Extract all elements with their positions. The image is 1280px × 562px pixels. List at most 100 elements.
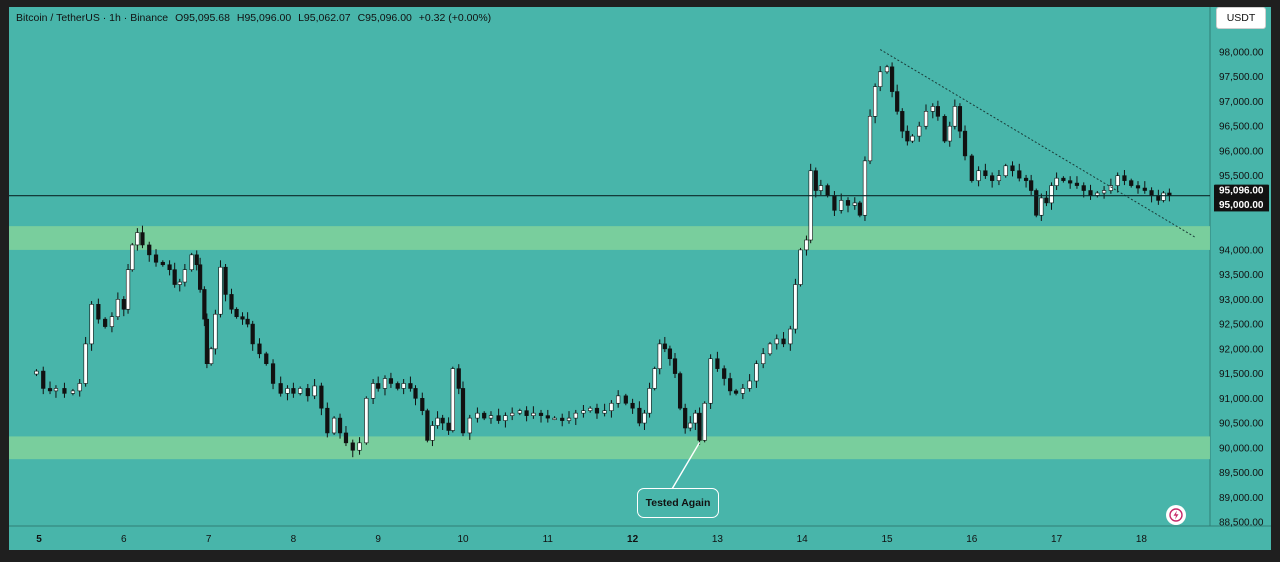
candle-body (1108, 185, 1113, 191)
candle-body (202, 289, 207, 320)
candle-body (312, 385, 317, 397)
candle-body (923, 111, 929, 127)
candle-body (382, 378, 388, 389)
candle-body (852, 202, 857, 206)
candle-body (34, 370, 39, 375)
candle-body (1129, 180, 1134, 186)
candle-body (425, 410, 430, 441)
candle-body (413, 388, 418, 399)
candle-body (560, 417, 565, 421)
support-zone-1 (9, 226, 1210, 250)
candle-body (832, 195, 837, 211)
candle-body (240, 316, 245, 320)
y-tick-label: 91,000.00 (1219, 394, 1264, 405)
candle-body (616, 395, 621, 404)
candle-body (957, 106, 963, 132)
candle-body (715, 358, 720, 369)
candle-body (798, 249, 803, 285)
open-value: O95,095.68 (175, 12, 230, 24)
candle-body (1054, 177, 1059, 186)
candle-body (688, 422, 693, 429)
descending-trendline[interactable] (879, 49, 1196, 238)
candle-body (637, 407, 642, 424)
candle-body (517, 410, 522, 414)
y-tick-label: 93,000.00 (1219, 295, 1264, 306)
candle-body (350, 442, 355, 451)
candle-body (47, 388, 53, 392)
candle-body (135, 232, 140, 246)
candle-body (343, 432, 349, 444)
candle-body (917, 125, 922, 137)
candle-body (1029, 180, 1034, 191)
candle-body (475, 412, 480, 419)
candle-body (754, 363, 759, 382)
y-tick-label: 98,000.00 (1219, 48, 1264, 59)
candle-body (1115, 175, 1120, 186)
candle-body (952, 106, 957, 127)
candle-body (198, 264, 203, 290)
candle-body (209, 348, 214, 364)
x-tick-label: 6 (121, 534, 127, 545)
candle-body (388, 378, 394, 384)
flash-icon[interactable] (1166, 505, 1186, 525)
candle-body (740, 388, 745, 394)
y-tick-label: 90,500.00 (1219, 419, 1264, 430)
price-axis[interactable] (1210, 7, 1271, 526)
candle-body (983, 170, 988, 176)
candle-body (545, 415, 550, 419)
time-axis[interactable] (9, 526, 1271, 550)
candle-body (125, 269, 131, 310)
candle-body (722, 368, 727, 379)
candle-body (357, 442, 362, 451)
candle-body (857, 202, 862, 216)
candle-body (747, 380, 752, 389)
candle-body (1010, 165, 1015, 172)
candle-body (510, 412, 515, 416)
candle-body (839, 200, 844, 211)
y-tick-label: 97,500.00 (1219, 72, 1264, 83)
candle-body (440, 417, 445, 424)
candle-body (867, 116, 873, 162)
candle-body (1039, 197, 1044, 216)
candle-body (683, 407, 688, 429)
candle-body (667, 348, 673, 360)
y-tick-label: 96,500.00 (1219, 122, 1264, 133)
candle-body (588, 407, 593, 411)
candle-body (337, 417, 343, 434)
candle-body (793, 284, 798, 330)
candle-body (996, 175, 1002, 181)
candle-body (364, 398, 369, 444)
candle-body (878, 71, 883, 87)
candle-body (808, 170, 813, 241)
candle-body (788, 328, 793, 345)
candle-body (889, 66, 895, 92)
candle-body (408, 383, 413, 389)
candle-body (1068, 180, 1073, 184)
tested-again-label: Tested Again (637, 488, 719, 518)
candle-body (89, 304, 94, 345)
candle-body (761, 353, 766, 364)
x-tick-label: 18 (1136, 534, 1148, 545)
candle-body (1088, 190, 1093, 196)
low-value: L95,062.07 (298, 12, 351, 24)
candle-body (884, 66, 890, 73)
candle-body (482, 412, 487, 419)
currency-button[interactable]: USDT (1216, 7, 1266, 29)
candle-body (1122, 175, 1127, 181)
candle-body (1142, 187, 1147, 191)
candle-body (818, 185, 823, 191)
candle-body (96, 304, 101, 320)
candle-body (813, 170, 818, 191)
candle-body (947, 125, 952, 142)
candle-body (1074, 182, 1080, 186)
candle-body (223, 266, 228, 295)
candle-body (781, 338, 786, 345)
candle-body (910, 135, 915, 142)
x-tick-label: 11 (543, 534, 554, 545)
candle-body (121, 299, 126, 310)
candle-body (325, 407, 330, 434)
candle-body (298, 388, 303, 394)
candle-body (153, 254, 159, 263)
